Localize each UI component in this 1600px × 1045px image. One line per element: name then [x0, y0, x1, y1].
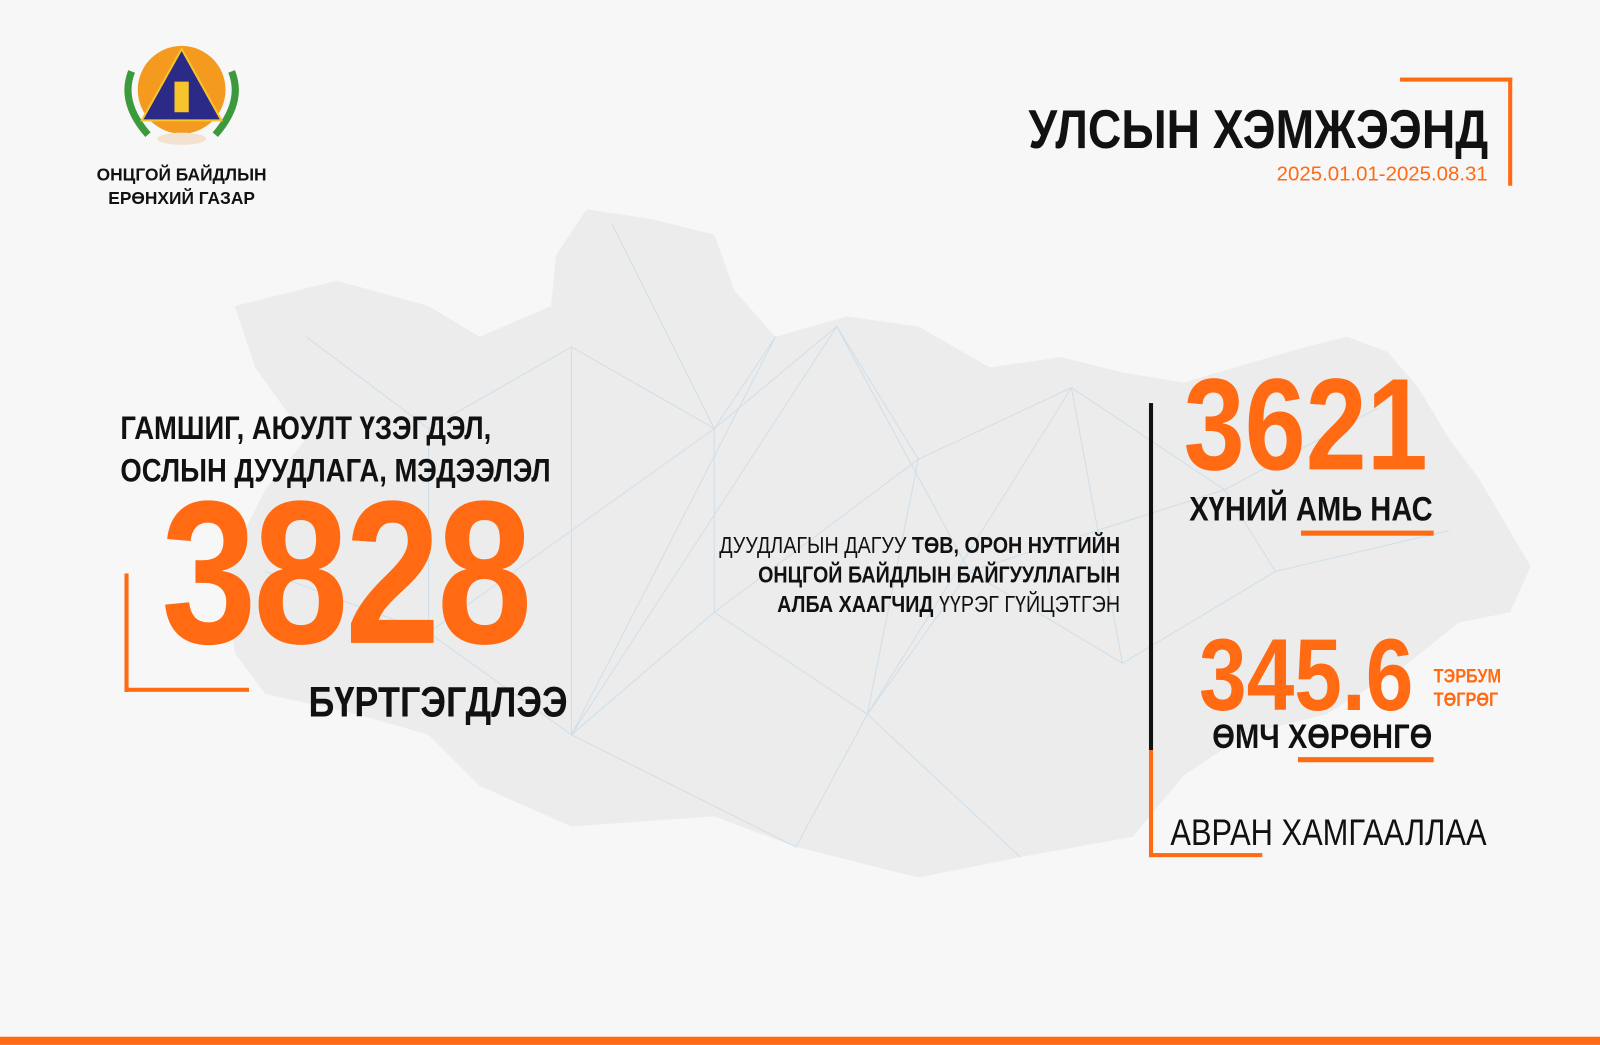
middle-line1: ДУУДЛАГЫН ДАГУУ ТӨВ, ОРОН НУТГИЙН [719, 531, 1121, 559]
property-unit-line1: ТЭРБУМ [1433, 666, 1502, 688]
emergency-agency-emblem-icon [124, 45, 239, 145]
property-value: 345.6 [1198, 618, 1414, 733]
page-title: УЛСЫН ХЭМЖЭЭНД [1027, 98, 1488, 161]
title-bracket-top [1399, 77, 1513, 82]
divider-orange [1148, 749, 1154, 858]
period: 2025.01.01-2025.08.31 [1276, 163, 1488, 186]
left-bracket-side [124, 573, 129, 692]
calls-count: 3828 [161, 459, 532, 687]
property-underline [1297, 757, 1434, 763]
left-heading-line2: ОСЛЫН ДУУДЛАГА, МЭДЭЭЛЭЛ [120, 452, 551, 489]
right-bracket-bottom [1148, 853, 1263, 858]
lives-label: ХҮНИЙ АМЬ НАС [1189, 489, 1433, 529]
agency-name-line2: ЕРӨНХИЙ ГАЗАР [108, 188, 255, 209]
saved-caption: АВРАН ХАМГААЛЛАА [1170, 811, 1487, 854]
agency-name-line1: ОНЦГОЙ БАЙДЛЫН [96, 165, 267, 185]
bottom-bar [0, 1036, 1600, 1045]
calls-caption: БҮРТГЭГДЛЭЭ [308, 677, 568, 726]
title-bracket-side [1508, 77, 1513, 186]
divider-black [1148, 403, 1154, 750]
left-bracket-bottom [124, 687, 249, 692]
middle-line3: АЛБА ХААГЧИД ҮҮРЭГ ГҮЙЦЭТГЭН [777, 590, 1121, 618]
left-heading-line1: ГАМШИГ, АЮУЛТ ҮЗЭГДЭЛ, [120, 409, 492, 446]
lives-underline [1301, 530, 1434, 536]
property-unit-line2: ТӨГРӨГ [1433, 689, 1499, 712]
lives-count: 3621 [1183, 352, 1428, 498]
property-label: ӨМЧ ХӨРӨНГӨ [1212, 717, 1433, 757]
middle-line2: ОНЦГОЙ БАЙДЛЫН БАЙГУУЛЛАГЫН [758, 561, 1121, 588]
